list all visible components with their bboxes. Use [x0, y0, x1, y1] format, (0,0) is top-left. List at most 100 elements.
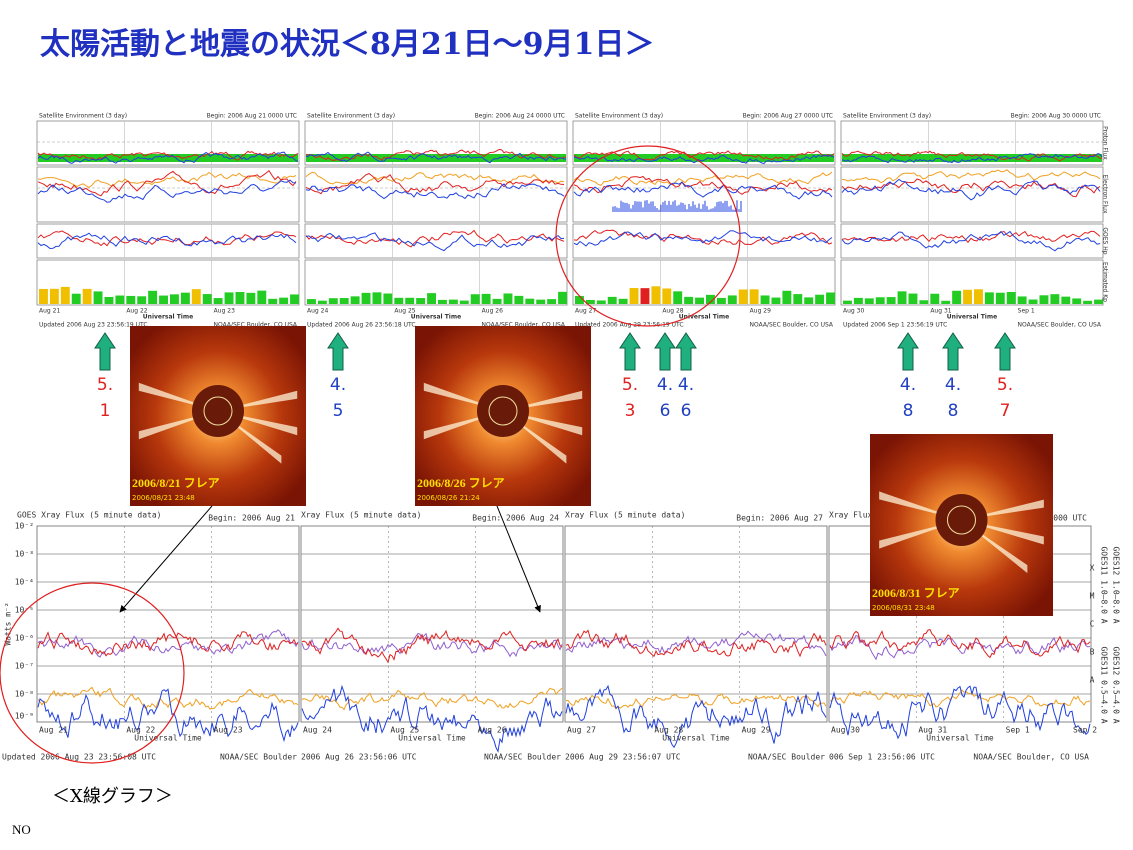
xray-short-trace: [565, 693, 827, 710]
date-label: Aug 31: [918, 726, 947, 735]
date-label: Aug 24: [307, 308, 328, 315]
proton-band: [38, 154, 298, 162]
kp-bar: [459, 300, 469, 304]
kp-bar: [93, 291, 103, 304]
plot-frame: [304, 223, 568, 259]
slide-title: 太陽活動と地震の状況＜8月21日～9月1日＞: [40, 27, 654, 62]
y-tick-label: 10⁻³: [15, 550, 34, 559]
proton-trace: [305, 151, 567, 164]
proton-trace: [841, 150, 1102, 162]
kp-bar: [974, 289, 983, 304]
quake-magnitude: 4.: [900, 375, 916, 395]
kp-bar: [202, 294, 212, 304]
class-label: A: [1090, 676, 1095, 685]
kp-bar: [448, 299, 458, 304]
kp-bar: [716, 297, 726, 304]
y-tick-label: 10⁻²: [15, 522, 34, 531]
kp-bar: [941, 300, 951, 304]
kp-bar: [771, 297, 781, 304]
xray-short-trace: [829, 685, 1091, 740]
satellite-panel: Satellite Environment (3 day) Begin: 2006…: [36, 113, 300, 329]
highlight: [0, 582, 185, 764]
satellite-panel: Satellite Environment (3 day) Begin: 2006…: [304, 113, 568, 329]
class-label: B: [1090, 648, 1095, 657]
sun-disc: [947, 505, 976, 535]
class-label: C: [1090, 620, 1095, 629]
panel-begin: Begin: 2006 Aug 30 0000 UTC: [1011, 113, 1101, 120]
legend-entry: GOES12 0.5–4.0 A: [1112, 646, 1121, 723]
kp-bar: [180, 292, 190, 304]
side-label: Proton Flux: [1102, 126, 1109, 160]
kp-bar: [963, 289, 972, 304]
kp-bar: [191, 289, 201, 304]
kp-bar: [662, 288, 672, 304]
xray-panel: Xray Flux (5 minute data) Begin: 2006 Aug…: [564, 511, 828, 762]
kp-bar: [148, 290, 158, 304]
axis-title: Universal Time: [662, 734, 730, 743]
panel-header: Satellite Environment (3 day): [307, 113, 395, 120]
plot-frame: [840, 166, 1104, 223]
kp-bar: [995, 292, 1005, 304]
kp-bar: [126, 295, 136, 304]
kp-bar: [427, 293, 436, 304]
date-label: Sep 1: [1006, 726, 1030, 735]
proton-band: [842, 154, 1102, 162]
quake-magnitude: 4.: [330, 375, 346, 395]
kp-bar: [394, 297, 404, 304]
kp-bar: [416, 298, 426, 304]
y-tick-label: 10⁻⁸: [15, 690, 34, 699]
updated: Updated 2006 Aug 29 23:56:19 UTC: [575, 322, 684, 329]
class-label: M: [1090, 592, 1095, 601]
kp-bar: [919, 300, 929, 304]
kp-bar: [684, 296, 694, 304]
axis-title: Universal Time: [398, 734, 466, 743]
quake-magnitude: 7: [1000, 401, 1011, 421]
kp-bar: [492, 298, 502, 304]
date-label: Aug 31: [930, 308, 951, 315]
kp-bar: [71, 293, 81, 304]
streamer: [423, 411, 503, 440]
kp-bar: [307, 299, 316, 304]
proton-band: [574, 154, 834, 162]
updated: 2006 Aug 29 23:56:07 UTC: [565, 753, 681, 762]
kp-bar: [525, 298, 535, 304]
arrow: [619, 332, 641, 371]
y-tick-label: 10⁻⁴: [15, 578, 34, 587]
streamer: [961, 520, 1028, 574]
date-label: Aug 24: [303, 726, 332, 735]
credit: NOAA/SEC Boulder, CO USA: [214, 322, 298, 329]
kp-bar: [246, 292, 256, 304]
quake-magnitude: 8: [903, 401, 914, 421]
kp-bar: [372, 292, 382, 304]
xray-panel: GOES Xray Flux (5 minute data) Begin: 200…: [2, 511, 300, 762]
credit: NOAA/SEC Boulder: [748, 753, 825, 762]
highlight: [555, 145, 741, 327]
updated: Updated 2006 Aug 23 23:56:19 UTC: [39, 322, 148, 329]
date-label: Aug 25: [390, 726, 419, 735]
date-label: Aug 28: [654, 726, 683, 735]
kp-bar: [1094, 299, 1103, 304]
credit: NOAA/SEC Boulder: [220, 753, 297, 762]
streamer: [879, 520, 962, 549]
kp-bar: [290, 294, 299, 304]
kp-bar: [706, 294, 715, 304]
streamer: [503, 411, 583, 436]
proton-trace: [841, 152, 1103, 164]
kp-bar: [235, 291, 245, 304]
hp-trace: [573, 230, 833, 247]
kp-bar: [279, 297, 289, 304]
xray-long-trace: [565, 629, 827, 658]
kp-bar: [536, 299, 546, 304]
quake-magnitude: 1: [100, 401, 111, 421]
kp-bar: [908, 293, 918, 304]
flare-label: 2006/8/21 フレア: [132, 476, 220, 490]
hp-trace: [37, 230, 297, 247]
electron-trace: [573, 175, 833, 195]
quake-magnitude: 8: [948, 401, 959, 421]
kp-bar: [596, 300, 606, 304]
kp-bar: [760, 295, 770, 304]
date-label: Aug 22: [126, 726, 155, 735]
electron-trace: [305, 183, 565, 200]
quake-magnitude: 4.: [657, 375, 673, 395]
